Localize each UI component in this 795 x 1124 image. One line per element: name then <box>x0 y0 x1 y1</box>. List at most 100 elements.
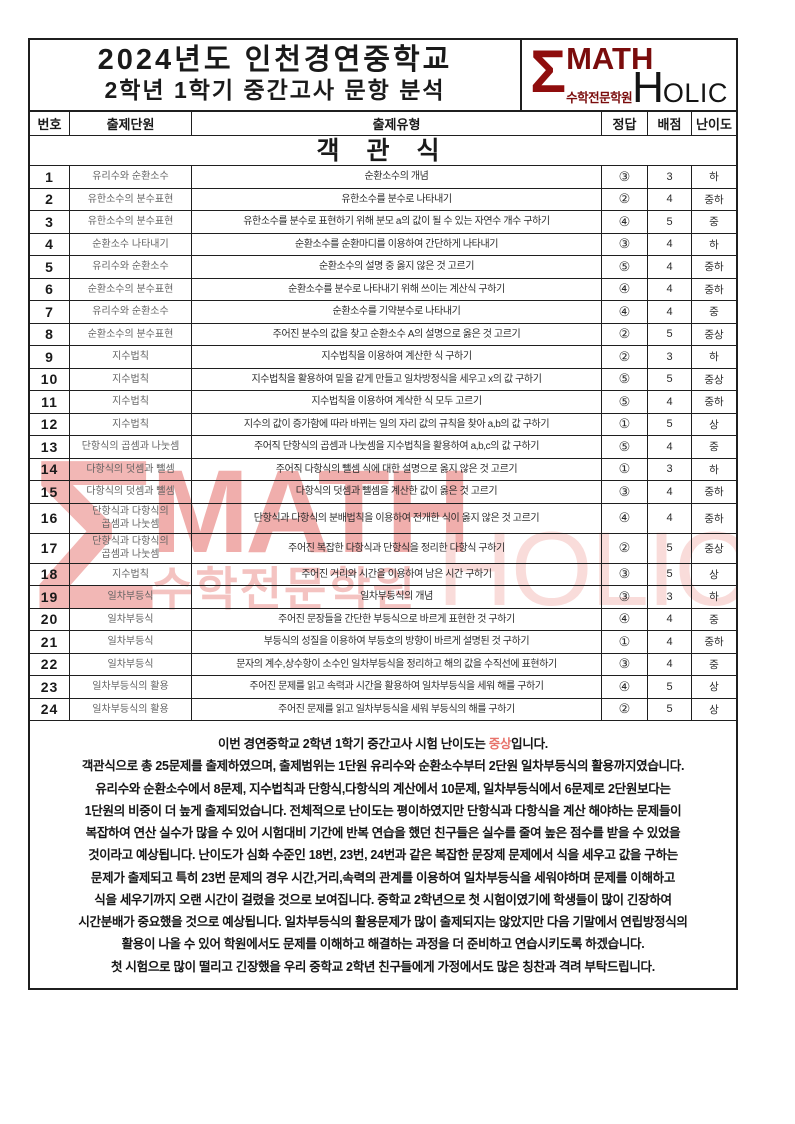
difficulty-cell: 중상 <box>704 542 724 555</box>
table-row: 2 유한소수의 분수표현 유한소수를 분수로 나타내기 ② 4 중하 <box>30 188 736 211</box>
table-row: 8 순환소수의 분수표현 주어진 분수의 값을 찾고 순환소수 A의 설명으로 … <box>30 323 736 346</box>
difficulty-cell: 하 <box>709 238 719 251</box>
points-cell: 5 <box>648 698 692 720</box>
column-header-type: 출제유형 <box>192 112 602 135</box>
difficulty-cell: 중하 <box>704 486 724 499</box>
question-number-cell: 10 <box>30 368 70 390</box>
points-cell: 3 <box>648 166 692 188</box>
unit-cell: 일차부등식 <box>70 653 192 675</box>
points-cell: 5 <box>648 211 692 233</box>
unit-cell: 지수법칙 <box>70 346 192 368</box>
points-cell: 5 <box>648 413 692 435</box>
logo-math-text: MATH <box>566 41 654 76</box>
type-cell: 주어직 다항식의 뺄셈 식에 대한 설명으로 옳지 않은 것 고르기 <box>192 458 602 480</box>
analysis-line1-prefix: 이번 경연중학교 2학년 1학기 중간고사 시험 난이도는 <box>218 737 489 751</box>
difficulty-cell: 하 <box>709 171 719 184</box>
answer-cell: ③ <box>602 233 648 255</box>
answer-cell: ① <box>602 631 648 653</box>
points-cell: 4 <box>648 233 692 255</box>
difficulty-highlight: 중상 <box>488 737 512 751</box>
question-number-cell: 23 <box>30 676 70 698</box>
logo-text-block: MATH 수학전문학원 HOLIC <box>566 41 728 110</box>
table-row: 18 지수법칙 주어진 거리와 시간을 이용하여 남은 시간 구하기 ③ 5 상 <box>30 563 736 586</box>
document-title: 2024년도 인천경연중학교 <box>97 44 453 76</box>
type-cell: 문자의 계수,상수항이 소수인 일차부등식을 정리하고 해의 값을 수직선에 표… <box>192 653 602 675</box>
question-number-cell: 7 <box>30 301 70 323</box>
answer-cell: ④ <box>602 503 648 533</box>
difficulty-cell: 상 <box>709 703 719 716</box>
table-row: 20 일차부등식 주어진 문장들을 간단한 부등식으로 바르게 표현한 것 구하… <box>30 608 736 631</box>
points-cell: 4 <box>648 301 692 323</box>
answer-cell: ② <box>602 698 648 720</box>
table-row: 10 지수법칙 지수법칙을 활용하여 밑을 같게 만들고 일차방정식을 세우고 … <box>30 368 736 391</box>
points-cell: 3 <box>648 458 692 480</box>
question-number-cell: 15 <box>30 481 70 503</box>
type-cell: 지수의 값이 증가함에 따라 바뀌는 일의 자리 값의 규칙을 찾아 a,b의 … <box>192 413 602 435</box>
answer-cell: ⑤ <box>602 368 648 390</box>
points-cell: 4 <box>648 436 692 458</box>
document-subtitle: 2학년 1학기 중간고사 문항 분석 <box>104 77 446 104</box>
table-row: 16 단항식과 다항식의 곱셈과 나눗셈 단항식과 다항식의 분배법칙을 이용하… <box>30 503 736 534</box>
answer-cell: ⑤ <box>602 256 648 278</box>
difficulty-cell: 상 <box>709 568 719 581</box>
type-cell: 순환소수를 기약분수로 나타내기 <box>192 301 602 323</box>
question-number-cell: 14 <box>30 458 70 480</box>
question-number-cell: 19 <box>30 586 70 608</box>
points-cell: 4 <box>648 256 692 278</box>
unit-cell: 일차부등식 <box>70 631 192 653</box>
logo-sub-row: 수학전문학원 HOLIC <box>566 66 728 110</box>
unit-cell: 다항식의 덧셈과 뺄셈 <box>70 458 192 480</box>
type-cell: 주어직 단항식의 곱셈과 나눗셈을 지수법칙을 활용하여 a,b,c의 값 구하… <box>192 436 602 458</box>
analysis-box: 이번 경연중학교 2학년 1학기 중간고사 시험 난이도는 중상입니다. 객관식… <box>30 721 736 988</box>
unit-cell: 일차부등식의 활용 <box>70 676 192 698</box>
type-cell: 지수법칙을 활용하여 밑을 같게 만들고 일차방정식을 세우고 x의 값 구하기 <box>192 368 602 390</box>
points-cell: 4 <box>648 653 692 675</box>
table-row: 9 지수법칙 지수법칙을 이용하여 계산한 식 구하기 ② 3 하 <box>30 346 736 369</box>
points-cell: 4 <box>648 631 692 653</box>
difficulty-cell: 상 <box>709 418 719 431</box>
table-row: 23 일차부등식의 활용 주어진 문제를 읽고 속력과 시간을 활용하여 일차부… <box>30 676 736 699</box>
type-cell: 유한소수를 분수로 나타내기 <box>192 188 602 210</box>
table-row: 19 일차부등식 일차부등식의 개념 ③ 3 하 <box>30 586 736 609</box>
table-row: 3 유한소수의 분수표현 유한소수를 분수로 표현하기 위해 분모 a의 값이 … <box>30 211 736 234</box>
type-cell: 주어진 분수의 값을 찾고 순환소수 A의 설명으로 옳은 것 고르기 <box>192 323 602 345</box>
answer-cell: ③ <box>602 166 648 188</box>
answer-cell: ③ <box>602 653 648 675</box>
difficulty-cell: 하 <box>709 463 719 476</box>
analysis-line: 문제가 출제되고 특히 23번 문제의 경우 시간,거리,속력의 관계를 이용하… <box>90 870 676 885</box>
title-block: 2024년도 인천경연중학교 2학년 1학기 중간고사 문항 분석 <box>30 40 522 110</box>
table-row: 11 지수법칙 지수법칙을 이용하여 계삭한 식 모두 고르기 ⑤ 4 중하 <box>30 391 736 414</box>
unit-cell: 유리수와 순환소수 <box>70 166 192 188</box>
answer-cell: ⑤ <box>602 391 648 413</box>
analysis-line: 것이라고 예상됩니다. 난이도가 심화 수준인 18번, 23번, 24번과 같… <box>88 848 678 863</box>
type-cell: 순환소수의 설명 중 옳지 않은 것 고르기 <box>192 256 602 278</box>
unit-cell: 지수법칙 <box>70 368 192 390</box>
difficulty-cell: 중상 <box>704 328 724 341</box>
difficulty-cell: 하 <box>709 591 719 604</box>
type-cell: 지수법칙을 이용하여 계삭한 식 모두 고르기 <box>192 391 602 413</box>
unit-cell: 유한소수의 분수표현 <box>70 211 192 233</box>
points-cell: 4 <box>648 481 692 503</box>
table-row: 4 순환소수 나타내기 순환소수를 순환마디를 이용하여 간단하게 나타내기 ③… <box>30 233 736 256</box>
unit-cell: 일차부등식 <box>70 586 192 608</box>
analysis-line: 복잡하여 연산 실수가 많을 수 있어 시험대비 기간에 반복 연습을 했던 친… <box>85 826 681 840</box>
table-row: 22 일차부등식 문자의 계수,상수항이 소수인 일차부등식을 정리하고 해의 … <box>30 653 736 676</box>
difficulty-cell: 중하 <box>704 193 724 206</box>
logo-block: Σ MATH 수학전문학원 HOLIC <box>522 40 736 110</box>
analysis-line: 객관식으로 총 25문제를 출제하였으며, 출제범위는 1단원 유리수와 순환소… <box>81 759 685 774</box>
type-cell: 순환소수를 순환마디를 이용하여 간단하게 나타내기 <box>192 233 602 255</box>
unit-cell: 단항식과 다항식의 곱셈과 나눗셈 <box>70 533 192 563</box>
unit-cell: 일차부등식 <box>70 608 192 630</box>
table-row: 6 순환소수의 분수표현 순환소수를 분수로 나타내기 위해 쓰이는 계산식 구… <box>30 278 736 301</box>
difficulty-cell: 중 <box>709 306 719 319</box>
table-row: 13 단항식의 곱셈과 나눗셈 주어직 단항식의 곱셈과 나눗셈을 지수법칙을 … <box>30 436 736 459</box>
type-cell: 다항식의 덧셈과 뺄셈을 계산한 값이 옳은 것 고르기 <box>192 481 602 503</box>
answer-cell: ② <box>602 346 648 368</box>
answer-cell: ① <box>602 413 648 435</box>
question-number-cell: 4 <box>30 233 70 255</box>
unit-cell: 단항식과 다항식의 곱셈과 나눗셈 <box>70 503 192 533</box>
points-cell: 4 <box>648 188 692 210</box>
type-cell: 주어진 거리와 시간을 이용하여 남은 시간 구하기 <box>192 563 602 585</box>
answer-cell: ③ <box>602 563 648 585</box>
